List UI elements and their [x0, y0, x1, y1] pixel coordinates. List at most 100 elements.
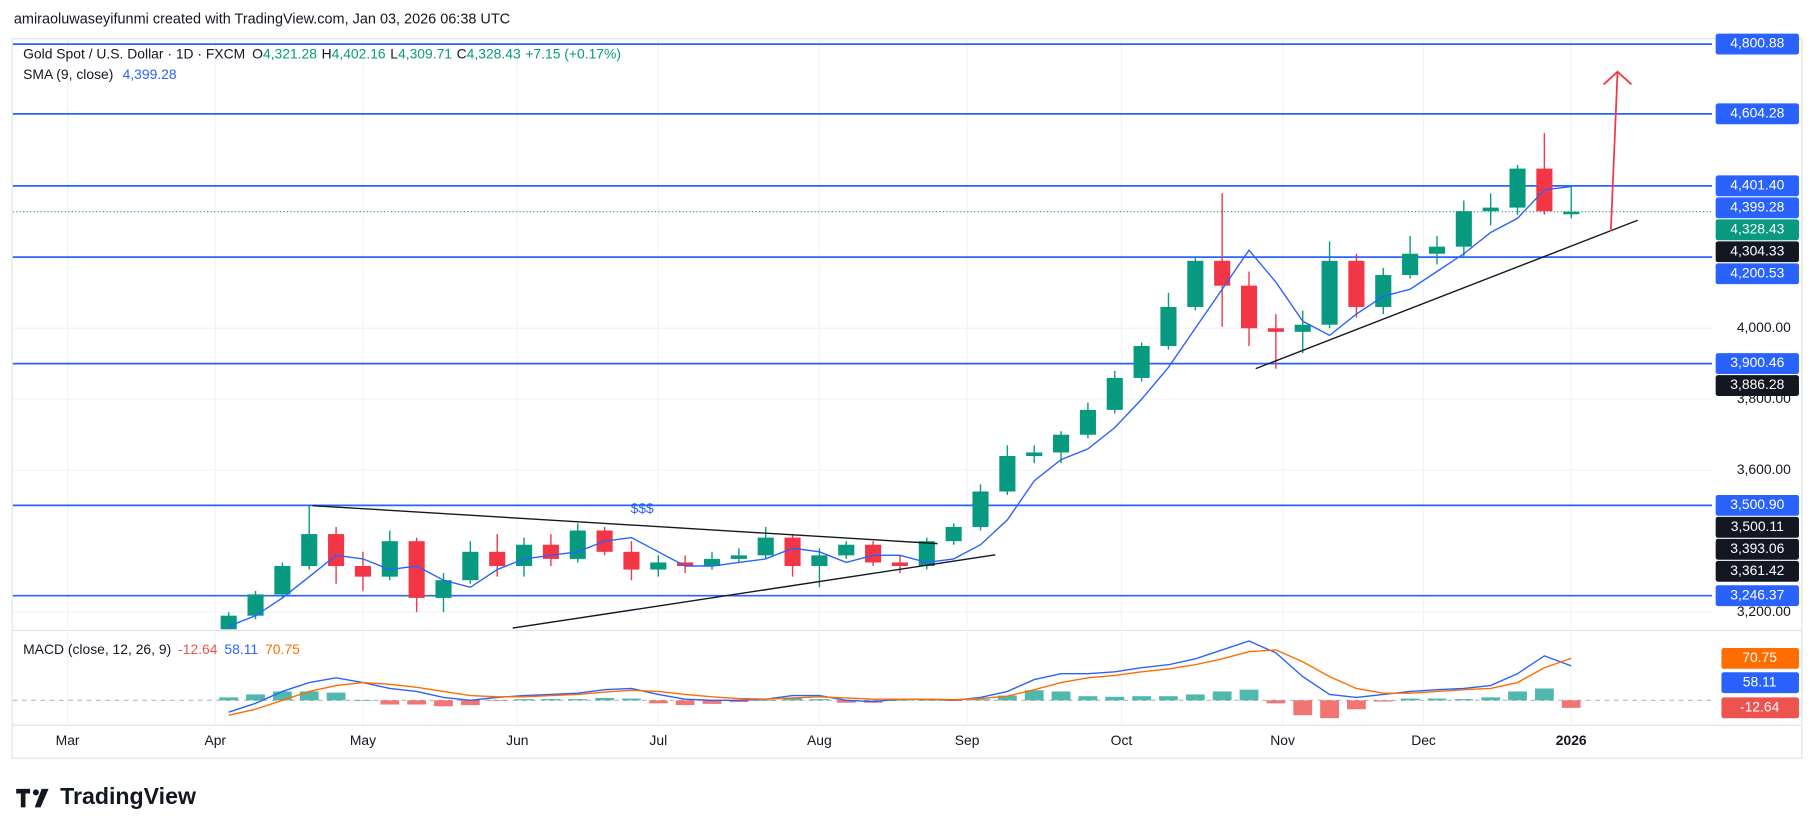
- trendline: [512, 554, 996, 629]
- histogram-bar: [487, 700, 507, 701]
- histogram-bar: [380, 700, 400, 705]
- price-label-bg: [1715, 375, 1799, 396]
- y-tick-label: 3,600.00: [1737, 461, 1791, 477]
- candle-body: [1348, 260, 1365, 307]
- histogram-bar: [997, 695, 1017, 701]
- logo-text: TradingView: [60, 783, 197, 809]
- candle-body: [891, 562, 909, 567]
- macd-legend: MACD (close, 12, 26, 9) -12.64 58.11 70.75: [23, 641, 300, 657]
- candle-body: [730, 555, 747, 559]
- price-label-bg: [1715, 197, 1799, 219]
- x-tick-label: Oct: [1111, 732, 1133, 748]
- logo: TradingView: [16, 783, 197, 809]
- legend: Gold Spot / U.S. Dollar · 1D · FXCM O4,32…: [23, 45, 621, 657]
- ohlc-key: C: [457, 45, 467, 61]
- histogram-bar: [1293, 700, 1313, 716]
- histogram-bar: [971, 699, 990, 701]
- histogram-bar: [1051, 691, 1071, 701]
- candle-body: [972, 491, 989, 527]
- candle-body: [408, 541, 425, 598]
- candle-body: [328, 534, 345, 567]
- price-label: 3,393.06: [1730, 540, 1784, 556]
- candle-body: [462, 551, 479, 581]
- macd-legend-value: -12.64: [178, 641, 218, 657]
- ohlc-key: O: [252, 45, 263, 61]
- candle-body: [1563, 211, 1580, 215]
- x-tick-label: Jul: [649, 732, 667, 748]
- candle-body: [220, 615, 237, 630]
- candle-body: [838, 544, 855, 556]
- candle-body: [703, 558, 721, 567]
- histogram-bar: [1239, 689, 1259, 701]
- x-tick-label: Aug: [807, 732, 832, 748]
- histogram-bar: [299, 691, 319, 701]
- histogram-bar: [1266, 700, 1286, 704]
- histogram-bar: [890, 700, 910, 701]
- macd-title: MACD (close, 12, 26, 9): [23, 641, 171, 657]
- price-label-bg: [1715, 263, 1799, 285]
- x-tick-label: Mar: [56, 732, 80, 748]
- histogram-bar: [568, 699, 588, 701]
- price-label: 4,200.53: [1730, 264, 1784, 280]
- price-label-bg: [1715, 585, 1799, 607]
- candle-body: [865, 544, 882, 563]
- candle-body: [515, 544, 533, 567]
- histogram-bar: [219, 697, 239, 701]
- ohlc-value: 4,328.43: [467, 45, 521, 61]
- histogram-bar: [729, 700, 749, 703]
- x-tick-label: Sep: [955, 732, 980, 748]
- price-label: 3,361.42: [1730, 562, 1784, 578]
- macd-label: 58.11: [1743, 673, 1777, 689]
- candle-body: [945, 526, 962, 542]
- histogram-bar: [836, 700, 856, 703]
- price-label: 3,886.28: [1730, 376, 1784, 392]
- histogram-bar: [1561, 700, 1581, 708]
- histogram-bar: [1481, 697, 1501, 701]
- signal-line: [228, 649, 1572, 716]
- histogram-bar: [648, 700, 668, 704]
- candle-body: [999, 456, 1016, 492]
- price-label: 4,800.88: [1730, 35, 1784, 51]
- histogram-bar: [434, 700, 453, 707]
- histogram-bar: [1185, 694, 1205, 701]
- logo-icon: [32, 789, 39, 796]
- candle-body: [1321, 260, 1338, 325]
- candle-body: [1402, 253, 1419, 276]
- macd-pane: [12, 640, 1713, 719]
- macd-label: -12.64: [1740, 699, 1780, 715]
- price-label: 3,246.37: [1730, 586, 1784, 602]
- histogram-bar: [246, 694, 265, 701]
- candle-body: [1026, 452, 1043, 457]
- ohlc-value: 4,321.28: [263, 45, 317, 61]
- legend-title: Gold Spot / U.S. Dollar · 1D · FXCM O4,32…: [23, 45, 621, 61]
- price-label-bg: [1715, 219, 1799, 241]
- y-tick-label: 3,200.00: [1737, 603, 1791, 619]
- histogram-bar: [353, 700, 373, 701]
- arrow-head: [1603, 70, 1633, 86]
- x-tick-label: Nov: [1270, 732, 1295, 748]
- arrow-shaft: [1609, 71, 1619, 232]
- histogram-bar: [675, 700, 695, 706]
- symbol-title: Gold Spot / U.S. Dollar · 1D · FXCM: [23, 45, 245, 61]
- trendline: [312, 504, 938, 545]
- histogram-bar: [622, 698, 641, 701]
- candle-body: [1294, 324, 1311, 332]
- candle-body: [1214, 260, 1231, 286]
- price-label: 3,500.90: [1730, 496, 1784, 512]
- ohlc-value: 4,309.71: [398, 45, 452, 61]
- sma-title: SMA (9, close): [23, 66, 113, 82]
- candle-body: [757, 537, 774, 556]
- ohlc-key: L: [390, 45, 398, 61]
- annotation: $$$: [631, 500, 654, 516]
- histogram-bar: [407, 700, 427, 705]
- candle-body: [1509, 168, 1526, 208]
- candle-body: [1455, 211, 1472, 247]
- candle-body: [435, 580, 452, 598]
- price-label-bg: [1715, 103, 1799, 125]
- histogram-bar: [1373, 700, 1393, 702]
- histogram-bar: [1132, 696, 1152, 701]
- macd-label: 70.75: [1742, 649, 1777, 665]
